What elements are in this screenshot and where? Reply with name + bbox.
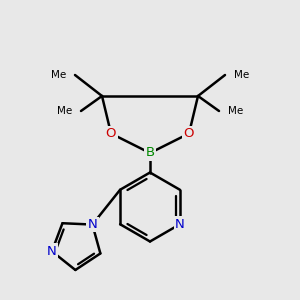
Text: N: N: [88, 218, 97, 231]
Text: N: N: [47, 245, 57, 258]
Text: Me: Me: [228, 106, 243, 116]
Text: O: O: [184, 127, 194, 140]
Text: Me: Me: [57, 106, 72, 116]
Text: O: O: [106, 127, 116, 140]
Text: N: N: [175, 218, 185, 231]
Text: Me: Me: [51, 70, 66, 80]
Text: Me: Me: [234, 70, 249, 80]
Text: B: B: [146, 146, 154, 160]
